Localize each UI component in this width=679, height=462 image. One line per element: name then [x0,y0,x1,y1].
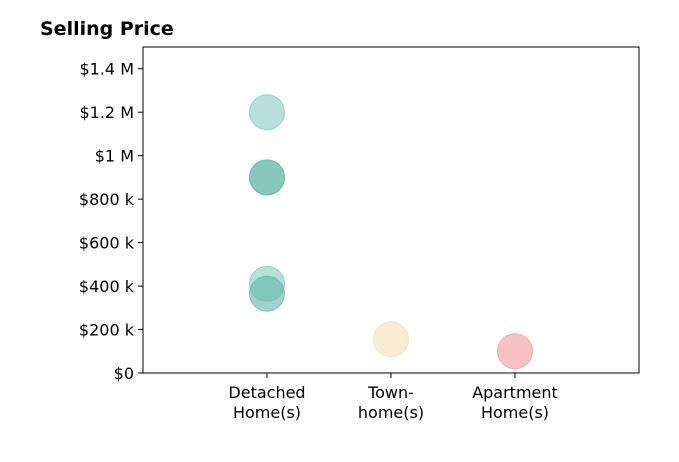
scatter-point [249,275,285,312]
x-axis: Detached Home(s) Town-home(s) Apartment Home… [228,373,558,422]
scatter-point [497,333,533,370]
x-tick-label: Town-home(s) [358,383,424,422]
y-tick-label: $600 k [79,234,135,253]
y-tick-label: $1 M [95,147,134,166]
x-tick-label: Apartment Home(s) [472,383,558,422]
scatter-point [249,94,285,131]
y-axis: $0 $200 k $400 k $600 k $800 k $1 M $1.2 M $1.4… [79,60,143,383]
data-points [249,94,533,370]
y-tick-label: $800 k [79,190,135,209]
x-tick-label: Detached Home(s) [228,383,305,422]
y-tick-label: $0 [114,364,134,383]
scatter-point [249,159,285,196]
y-tick-label: $200 k [79,321,135,340]
y-tick-label: $1.4 M [79,60,134,79]
scatter-point [373,321,409,358]
y-tick-label: $1.2 M [79,103,134,122]
chart-title: Selling Price [40,18,174,40]
y-tick-label: $400 k [79,277,135,296]
